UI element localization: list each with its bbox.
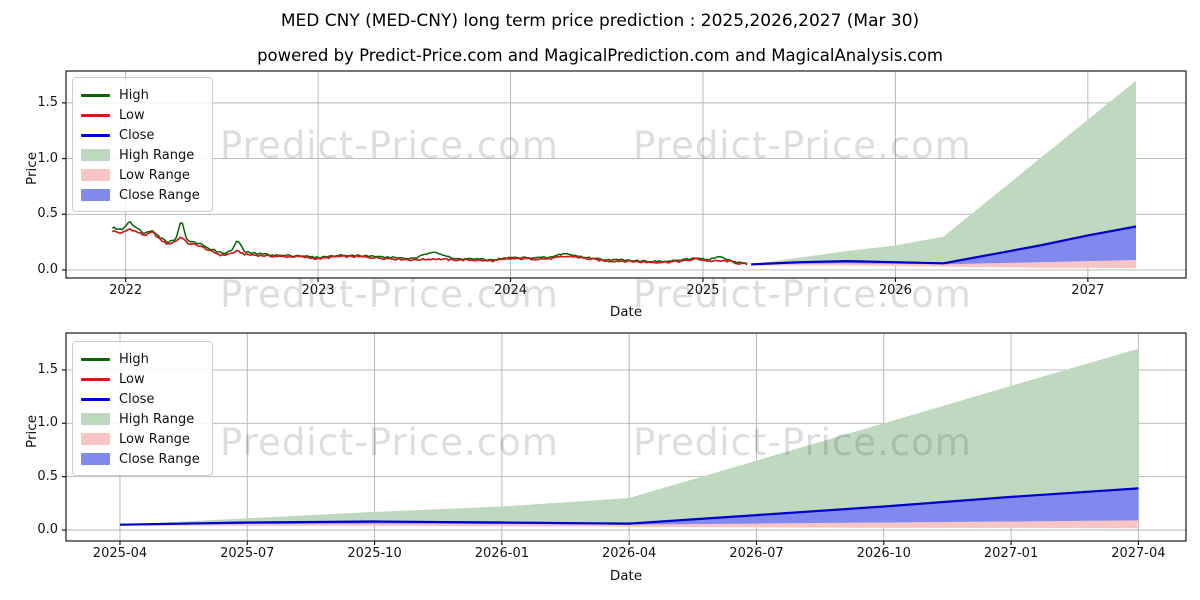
historical-high-line xyxy=(111,221,748,265)
legend-item-high-range: High Range xyxy=(81,145,204,165)
chart-title: MED CNY (MED-CNY) long term price predic… xyxy=(280,11,920,31)
legend-fill-swatch xyxy=(81,453,110,465)
legend-fill-swatch xyxy=(81,413,110,425)
close-range-area xyxy=(751,226,1136,265)
legend-line-swatch xyxy=(81,133,110,137)
legend-label: Close Range xyxy=(119,187,200,203)
legend-fill-swatch xyxy=(81,169,110,181)
top-chart-tick-marks xyxy=(62,102,1089,282)
legend-label: Close xyxy=(119,391,155,407)
bottom-chart-plot xyxy=(62,332,1187,545)
legend-label: Close xyxy=(119,127,155,143)
plot-border xyxy=(65,332,1187,542)
plot-border xyxy=(65,70,1187,279)
legend-bottom-chart: High Low Close High Range Low Range Close Ran… xyxy=(72,341,213,476)
legend-label: Low Range xyxy=(119,167,190,183)
legend-line-swatch xyxy=(81,113,110,117)
chart-subtitle: powered by Predict-Price.com and Magical… xyxy=(257,46,943,65)
low-range-area xyxy=(751,260,1136,269)
legend-label: Low xyxy=(119,371,145,387)
legend-label: Close Range xyxy=(119,451,200,467)
legend-item-close: Close xyxy=(81,389,204,409)
legend-label: Low Range xyxy=(119,431,190,447)
legend-item-close: Close xyxy=(81,125,204,145)
legend-fill-swatch xyxy=(81,189,110,201)
legend-item-high: High xyxy=(81,85,204,105)
legend-item-low: Low xyxy=(81,369,204,389)
historical-low-line xyxy=(111,228,748,266)
legend-item-low: Low xyxy=(81,105,204,125)
prediction-close-line xyxy=(119,487,1139,526)
legend-label: High Range xyxy=(119,411,195,427)
legend-line-swatch xyxy=(81,93,110,97)
legend-top-chart: High Low Close High Range Low Range Close Ran… xyxy=(72,77,213,212)
prediction-close-line xyxy=(751,225,1137,266)
legend-line-swatch xyxy=(81,377,110,381)
legend-label: High xyxy=(119,351,149,367)
legend-item-high-range: High Range xyxy=(81,409,204,429)
legend-fill-swatch xyxy=(81,433,110,445)
legend-label: High xyxy=(119,87,149,103)
legend-fill-swatch xyxy=(81,149,110,161)
legend-line-swatch xyxy=(81,357,110,361)
legend-item-close-range: Close Range xyxy=(81,449,204,469)
legend-item-high: High xyxy=(81,349,204,369)
legend-line-swatch xyxy=(81,397,110,401)
legend-item-low-range: Low Range xyxy=(81,165,204,185)
legend-label: High Range xyxy=(119,147,195,163)
legend-label: Low xyxy=(119,107,145,123)
close-range-area xyxy=(120,488,1139,526)
legend-item-low-range: Low Range xyxy=(81,429,204,449)
high-range-area xyxy=(751,80,1136,265)
low-range-area xyxy=(120,520,1139,529)
bottom-chart-tick-marks xyxy=(62,369,1139,545)
legend-item-close-range: Close Range xyxy=(81,185,204,205)
high-range-area xyxy=(120,348,1139,525)
top-chart-plot xyxy=(62,70,1187,282)
